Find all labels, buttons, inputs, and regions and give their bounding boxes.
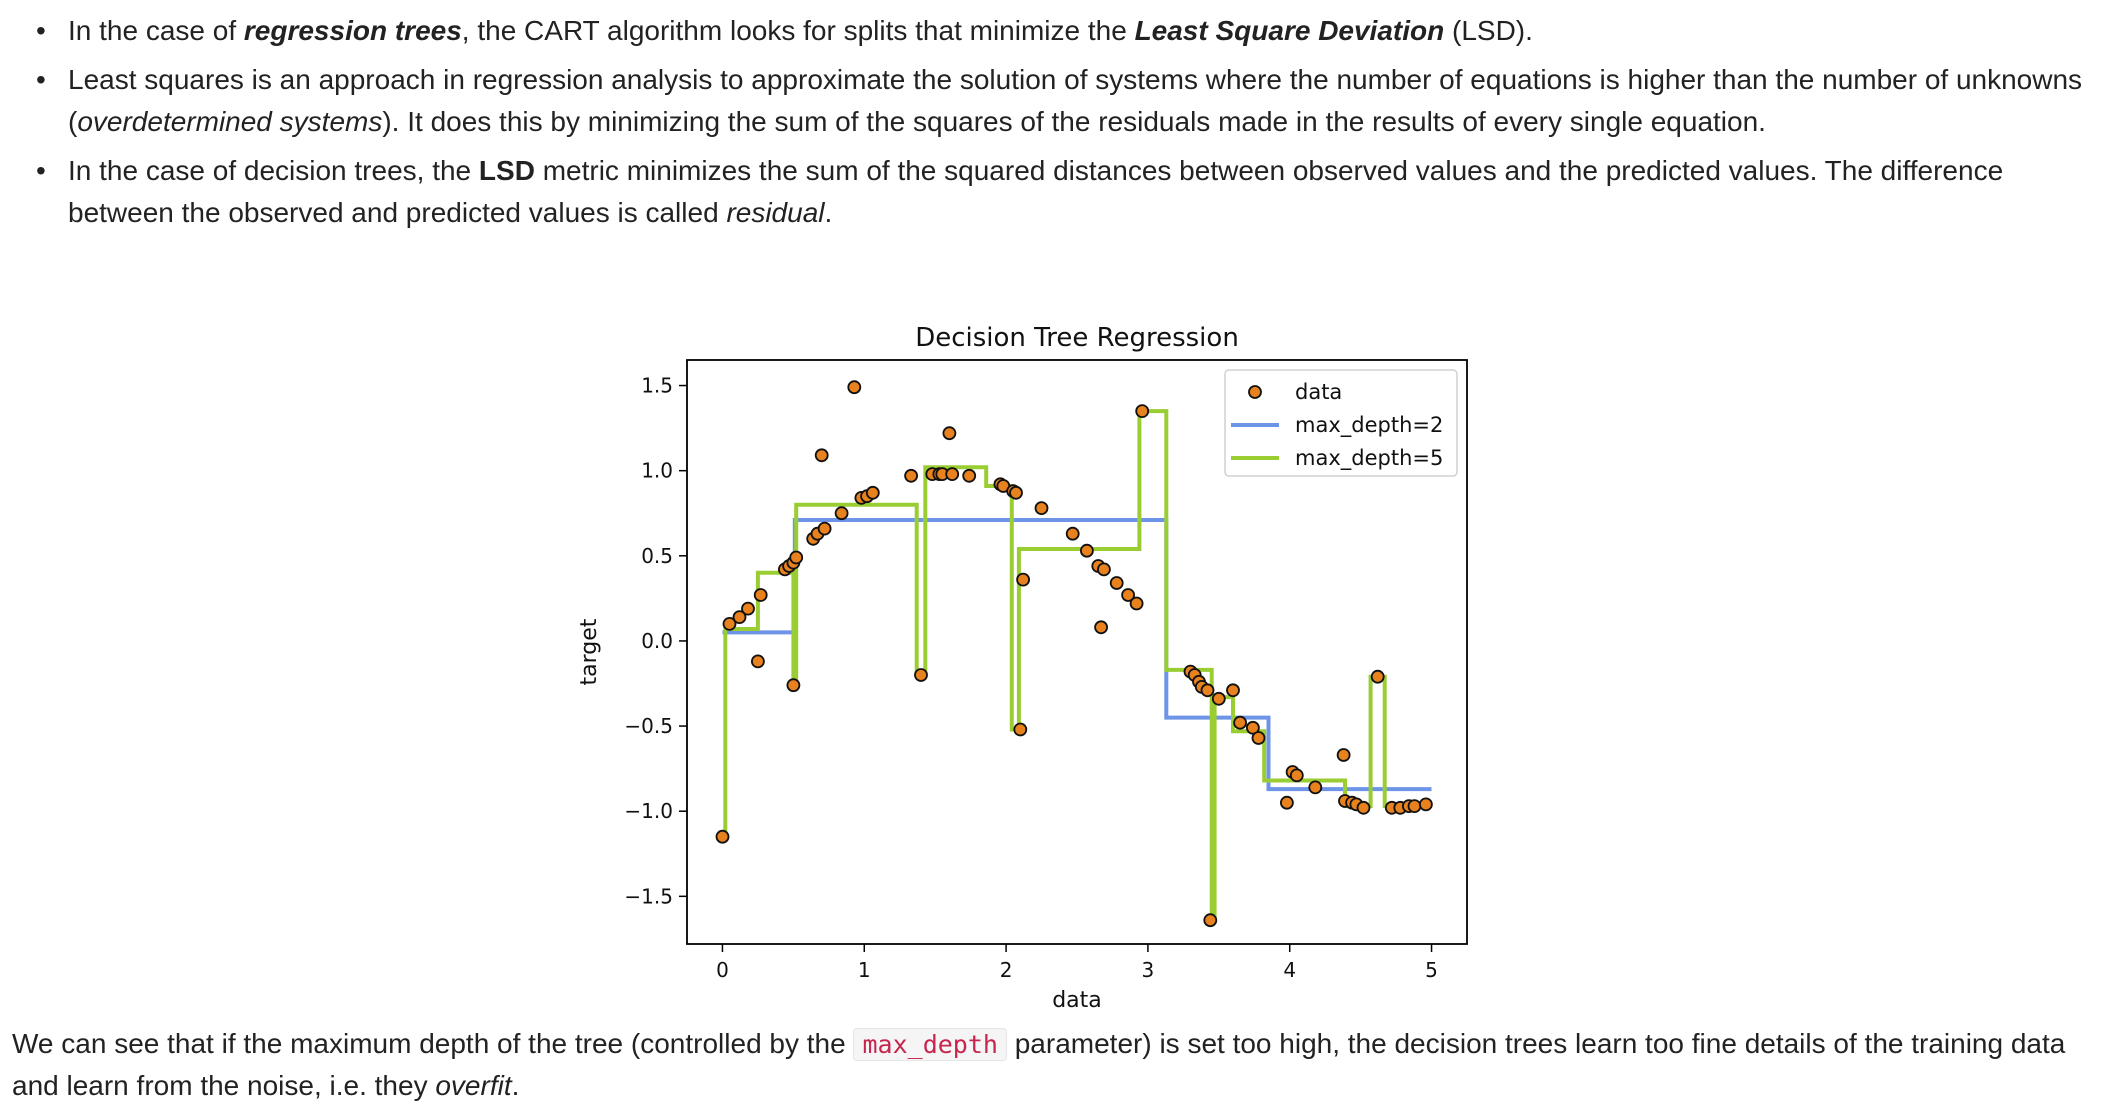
- data-point: [1009, 485, 1023, 500]
- data-point: [1200, 683, 1215, 698]
- x-axis-label: data: [1052, 988, 1102, 1012]
- italic-term: residual: [726, 197, 825, 228]
- y-tick-label: 1.5: [641, 374, 673, 398]
- bullet-list: In the case of regression trees, the CAR…: [0, 10, 2102, 241]
- data-point: [814, 448, 829, 463]
- series-line-max-depth-2: [722, 518, 1432, 792]
- y-tick-label: −1.0: [624, 799, 673, 823]
- bullet-item-least-squares: Least squares is an approach in regressi…: [0, 59, 2102, 143]
- bold-term: LSD: [478, 155, 535, 186]
- data-point: [865, 485, 880, 500]
- data-point: [1226, 683, 1240, 698]
- italic-term: overfit: [435, 1070, 512, 1101]
- data-point: [1065, 526, 1080, 541]
- data-point: [847, 380, 862, 395]
- data-point: [750, 654, 765, 669]
- bold-term: regression trees: [243, 15, 462, 46]
- data-point: [1094, 620, 1108, 635]
- legend-box: [1224, 369, 1458, 477]
- bold-term: Least Square Deviation: [1134, 15, 1445, 46]
- data-point: [741, 601, 755, 616]
- series-line-max-depth-5: [722, 409, 1432, 923]
- data-point: [1336, 748, 1351, 762]
- decision-tree-chart: Decision Tree Regression 0 1 2 3 4 5 1.5 1.0 0.5 0…: [560, 312, 1520, 1012]
- x-tick-label: 0: [716, 958, 729, 982]
- chart-title: Decision Tree Regression: [915, 323, 1239, 353]
- data-point: [1407, 799, 1422, 814]
- data-point: [1233, 715, 1247, 730]
- data-point: [1121, 588, 1135, 602]
- y-tick-label: −1.5: [624, 884, 673, 908]
- data-point: [945, 467, 960, 482]
- data-point: [817, 521, 832, 536]
- data-point: [1211, 691, 1226, 706]
- data-point: [1013, 722, 1028, 737]
- data-point: [834, 506, 849, 521]
- data-point: [1135, 404, 1150, 418]
- data-point: [786, 678, 801, 693]
- data-point: [1016, 572, 1031, 587]
- data-point: [789, 550, 804, 565]
- data-point: [1356, 800, 1371, 815]
- conclusion-paragraph: We can see that if the maximum depth of …: [12, 1028, 2066, 1101]
- x-tick-label: 5: [1425, 958, 1438, 982]
- data-point: [1097, 562, 1111, 577]
- inline-code: max_depth: [853, 1028, 1007, 1061]
- data-point: [914, 668, 928, 682]
- data-point: [1203, 913, 1218, 928]
- x-tick-label: 2: [1000, 958, 1013, 982]
- legend-label: max_depth=5: [1295, 446, 1443, 471]
- data-point: [1080, 543, 1094, 558]
- data-point: [1109, 576, 1124, 590]
- data-point: [1289, 768, 1304, 783]
- data-point: [722, 616, 737, 631]
- data-point: [1246, 720, 1260, 735]
- data-point: [1280, 795, 1294, 810]
- data-point: [1419, 797, 1433, 812]
- data-point: [1370, 669, 1385, 684]
- data-point: [904, 468, 919, 483]
- bullet-item-lsd-metric: In the case of decision trees, the LSD m…: [0, 150, 2102, 234]
- legend-marker-data: [1248, 385, 1262, 399]
- chart-canvas: Decision Tree Regression 0 1 2 3 4 5 1.5 1.0 0.5 0…: [577, 323, 1468, 1012]
- bullet-item-regression-trees: In the case of regression trees, the CAR…: [0, 10, 2102, 52]
- data-point: [1034, 501, 1049, 516]
- data-point: [732, 610, 747, 625]
- plot-frame: [686, 359, 1468, 945]
- y-tick-label: 0.0: [641, 629, 673, 653]
- legend-label: max_depth=2: [1295, 413, 1443, 438]
- italic-term: overdetermined systems: [77, 106, 383, 137]
- data-point: [1308, 780, 1323, 795]
- x-tick-label: 4: [1283, 958, 1296, 982]
- x-tick-label: 1: [858, 958, 871, 982]
- data-point: [715, 829, 730, 844]
- data-point: [753, 588, 768, 602]
- data-point: [942, 426, 957, 441]
- y-tick-label: −0.5: [624, 714, 673, 738]
- data-point: [1129, 596, 1144, 611]
- y-tick-label: 1.0: [641, 459, 673, 483]
- legend-label: data: [1295, 380, 1342, 404]
- x-tick-label: 3: [1142, 958, 1155, 982]
- y-tick-label: 0.5: [641, 544, 673, 568]
- data-point: [962, 468, 977, 483]
- y-axis-label: target: [577, 618, 602, 685]
- data-point: [1251, 731, 1266, 745]
